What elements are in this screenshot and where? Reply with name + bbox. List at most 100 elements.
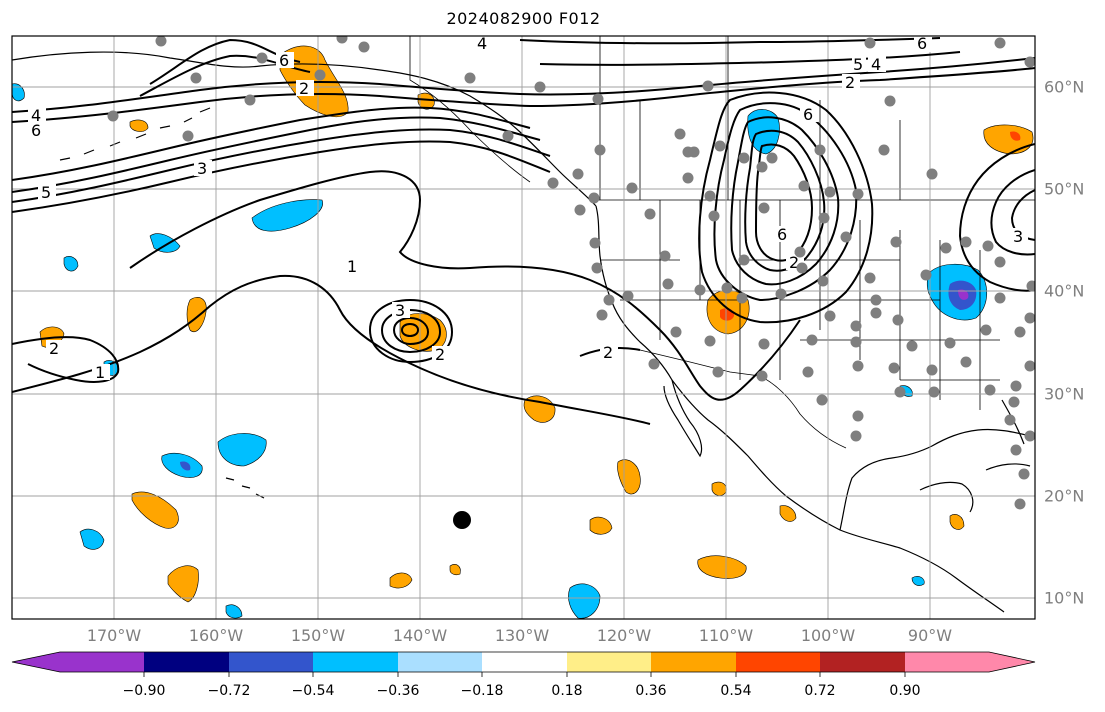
yucatan xyxy=(919,481,974,513)
contour-label: 2 xyxy=(845,73,855,92)
contour-trough-4 xyxy=(754,143,814,262)
shade-orange-s2 xyxy=(779,505,797,522)
contour-north-1 xyxy=(12,57,1035,113)
colorbar xyxy=(11,651,1036,677)
shade-blue-s1 xyxy=(568,583,601,619)
shade-orange-s5 xyxy=(389,572,413,589)
shade-purple-ms xyxy=(958,289,969,300)
canada-provinces xyxy=(599,36,901,200)
lon-tick-label: 170°W xyxy=(86,626,142,645)
political-borders xyxy=(409,36,1035,449)
contour-low-4 xyxy=(400,322,420,338)
contour-trough-2 xyxy=(730,116,840,286)
lon-tick-label: 150°W xyxy=(290,626,346,645)
shade-blue-pac2 xyxy=(149,233,181,253)
colorbar-tick-label: 0.72 xyxy=(804,683,836,699)
contour-pacific-1 xyxy=(12,336,120,383)
contour-label: 2 xyxy=(49,339,59,358)
colorbar-tick-label: −0.18 xyxy=(460,683,504,699)
contour-label: 5 xyxy=(853,55,863,74)
contour-low-1 xyxy=(368,298,454,364)
shade-orange-carib xyxy=(949,514,965,530)
contour-label: 2 xyxy=(603,343,613,362)
colorbar-tick-label: 0.54 xyxy=(720,683,752,699)
contour-pacific-2 xyxy=(12,274,651,425)
contour-label: 3 xyxy=(395,301,405,320)
shade-orange-s6 xyxy=(449,564,461,576)
location-marker xyxy=(453,511,471,529)
shaded-regions xyxy=(12,45,1034,619)
map-title: 2024082900 F012 xyxy=(446,9,601,28)
contour-label: 6 xyxy=(803,105,813,124)
colorbar-tick-label: −0.72 xyxy=(207,683,251,699)
contour-north-5 xyxy=(12,128,551,203)
colorbar-low-extend xyxy=(12,652,60,672)
contour-north-6 xyxy=(12,140,551,213)
colorbar-segment xyxy=(736,652,820,672)
graticule xyxy=(12,36,1035,619)
contour-label: 6 xyxy=(31,121,41,140)
colorbar-segment xyxy=(820,652,905,672)
colorbar-high-extend xyxy=(989,652,1035,672)
contour-label: 4 xyxy=(477,34,487,53)
colorbar-tick-label: 0.36 xyxy=(635,683,667,699)
colorbar-segment xyxy=(229,652,313,672)
shade-blue-pac4 xyxy=(217,433,267,467)
colorbar-segment xyxy=(905,652,989,672)
lat-tick-label: 60°N xyxy=(1044,77,1085,97)
contour-east-1 xyxy=(958,143,1035,292)
shade-red-se xyxy=(1010,131,1021,141)
contour-label: 3 xyxy=(197,159,207,178)
lat-tick-label: 30°N xyxy=(1044,384,1085,404)
contour-label: 4 xyxy=(31,106,41,125)
colorbar-segment xyxy=(567,652,651,672)
shade-blue-ak xyxy=(12,83,25,102)
station-dots xyxy=(107,36,1035,510)
contour-canada-1 xyxy=(519,37,941,45)
contour-label: 1 xyxy=(347,257,357,276)
shade-blue-s2 xyxy=(225,604,243,619)
shade-orange-s3 xyxy=(697,555,747,579)
map-frame xyxy=(11,35,1036,620)
contour-label: 3 xyxy=(1013,227,1023,246)
contour-label: 1 xyxy=(95,363,105,382)
colorbar-segment xyxy=(651,652,736,672)
shade-orange-s4 xyxy=(167,565,199,603)
contour-label: 2 xyxy=(435,345,445,364)
shade-red-4corners xyxy=(720,308,735,321)
contour-label: 4 xyxy=(871,55,881,74)
shade-orange-se xyxy=(983,124,1034,155)
colorbar-segment xyxy=(144,652,229,672)
contour-label: 2 xyxy=(299,79,309,98)
shade-orange-s1 xyxy=(589,516,613,535)
contour-north-4 xyxy=(12,116,541,193)
contour-label: 6 xyxy=(777,225,787,244)
gulf-coast xyxy=(839,428,1031,531)
alaska-coast xyxy=(12,51,597,207)
us-mexico-border xyxy=(639,349,847,449)
contour-low-3 xyxy=(392,316,430,346)
colorbar-tick-label: −0.36 xyxy=(376,683,420,699)
lon-tick-label: 110°W xyxy=(698,626,754,645)
shade-orange-mex1 xyxy=(617,459,641,495)
colorbar-segment xyxy=(60,652,144,672)
lat-tick-label: 40°N xyxy=(1044,281,1085,301)
contour-north-3 xyxy=(12,106,531,181)
contours xyxy=(12,37,1035,425)
lon-tick-label: 140°W xyxy=(392,626,448,645)
contour-canada-2 xyxy=(539,51,961,66)
contour-trough-1 xyxy=(713,102,858,302)
lon-tick-label: 160°W xyxy=(188,626,244,645)
shade-blue-pac6 xyxy=(79,528,105,550)
shade-orange-hawaii xyxy=(131,491,179,529)
lon-tick-label: 120°W xyxy=(596,626,652,645)
contour-label: 6 xyxy=(917,34,927,53)
contour-north-2 xyxy=(12,67,1035,123)
shade-strongblue-pac5 xyxy=(180,461,191,471)
colorbar-segment xyxy=(313,652,398,672)
lon-tick-label: 100°W xyxy=(800,626,856,645)
contour-label: 2 xyxy=(789,253,799,272)
colorbar-outline xyxy=(11,651,1036,673)
colorbar-tick-label: −0.90 xyxy=(122,683,166,699)
